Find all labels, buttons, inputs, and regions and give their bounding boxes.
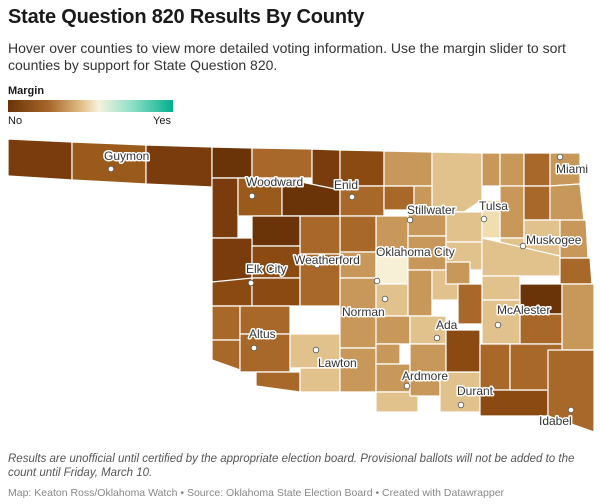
city-markers: Guymon Woodward Enid Miami Stillwater Tu… <box>103 148 590 430</box>
county-greer[interactable] <box>211 305 241 341</box>
county-pottawatomie[interactable] <box>407 269 433 317</box>
county-sequoyah[interactable] <box>559 257 593 285</box>
city-dot-miami <box>556 153 564 161</box>
county-cotton[interactable] <box>299 367 341 393</box>
city-dot-ardmore <box>403 382 411 390</box>
city-dot-weatherford <box>313 261 321 269</box>
city-dot-tulsa <box>480 215 488 223</box>
city-dot-muskogee <box>519 242 527 250</box>
county-garvin[interactable] <box>375 315 411 345</box>
city-label-miami: Miami <box>556 162 588 176</box>
city-label-oklahoma-city-text: Oklahoma City <box>376 245 455 259</box>
legend-title: Margin <box>8 85 45 97</box>
city-label-oklahoma-city: Oklahoma City <box>376 245 455 259</box>
county-hughes[interactable] <box>457 283 483 325</box>
legend-high-label: Yes <box>153 115 171 127</box>
legend-low-label: No <box>8 115 23 127</box>
city-dot-lawton <box>312 346 320 354</box>
city-label-tulsa: Tulsa <box>479 199 508 213</box>
legend-gradient <box>8 100 173 112</box>
county-mayes[interactable] <box>523 185 551 221</box>
city-dot-idabel <box>567 406 575 414</box>
city-label-mcalester: McAlester <box>497 303 550 317</box>
county-mcintosh[interactable] <box>481 275 521 301</box>
county-washington[interactable] <box>481 152 501 187</box>
county-kingfisher[interactable] <box>339 215 377 253</box>
city-dot-oklahoma-city <box>373 277 381 285</box>
county-murray[interactable] <box>375 343 401 365</box>
city-dot-norman <box>381 295 389 303</box>
city-label-stillwater: Stillwater <box>407 203 456 217</box>
county-stephens[interactable] <box>339 315 377 349</box>
city-dot-durant <box>457 401 465 409</box>
county-dewey[interactable] <box>251 215 301 247</box>
county-cimarron[interactable] <box>7 138 73 181</box>
city-label-idabel: Idabel <box>539 414 572 428</box>
city-label-altus: Altus <box>249 327 276 341</box>
results-note: Results are unofficial until certified b… <box>8 453 575 479</box>
county-blaine[interactable] <box>299 215 341 255</box>
county-harmon[interactable] <box>211 339 241 371</box>
city-label-weatherford: Weatherford <box>294 253 360 267</box>
city-label-woodward: Woodward <box>246 175 303 189</box>
county-beckham[interactable] <box>211 277 253 307</box>
county-johnston[interactable] <box>409 343 447 373</box>
city-label-lawton: Lawton <box>318 356 357 370</box>
county-mccurtain[interactable] <box>547 349 595 433</box>
county-le-flore[interactable] <box>561 283 595 351</box>
county-washita[interactable] <box>251 277 301 307</box>
county-beaver[interactable] <box>145 144 213 188</box>
county-okfuskee[interactable] <box>445 261 471 285</box>
city-dot-woodward <box>248 192 256 200</box>
county-tillman[interactable] <box>255 371 301 393</box>
county-love[interactable] <box>375 391 419 413</box>
county-jefferson[interactable] <box>339 347 377 393</box>
county-map: Guymon Woodward Enid Miami Stillwater Tu… <box>7 138 595 433</box>
city-label-muskogee: Muskogee <box>526 233 582 247</box>
city-dot-enid <box>348 193 356 201</box>
county-craig[interactable] <box>523 152 551 187</box>
city-dot-altus <box>250 344 258 352</box>
city-dot-stillwater <box>406 216 414 224</box>
city-label-enid: Enid <box>334 178 358 192</box>
city-dot-guymon <box>107 165 115 173</box>
city-dot-mcalester <box>494 321 502 329</box>
county-harper[interactable] <box>211 146 253 179</box>
county-delaware[interactable] <box>549 183 585 221</box>
city-label-ada: Ada <box>436 318 458 332</box>
city-dot-ada <box>433 334 441 342</box>
county-nowata[interactable] <box>499 152 525 187</box>
credits-footer: Map: Keaton Ross/Oklahoma Watch • Source… <box>8 487 505 499</box>
county-woods[interactable] <box>251 147 313 179</box>
city-label-durant: Durant <box>457 384 494 398</box>
city-label-guymon: Guymon <box>104 149 149 163</box>
city-dot-elk-city <box>247 279 255 287</box>
county-latimer[interactable] <box>519 313 563 345</box>
city-label-ardmore: Ardmore <box>402 369 448 383</box>
city-label-norman: Norman <box>342 305 385 319</box>
page-title: State Question 820 Results By County <box>8 6 365 28</box>
city-label-elk-city: Elk City <box>246 262 287 276</box>
county-kay[interactable] <box>383 150 433 187</box>
description: Hover over counties to view more detaile… <box>8 40 566 73</box>
county-ellis[interactable] <box>211 177 239 239</box>
county-coal[interactable] <box>445 329 481 373</box>
